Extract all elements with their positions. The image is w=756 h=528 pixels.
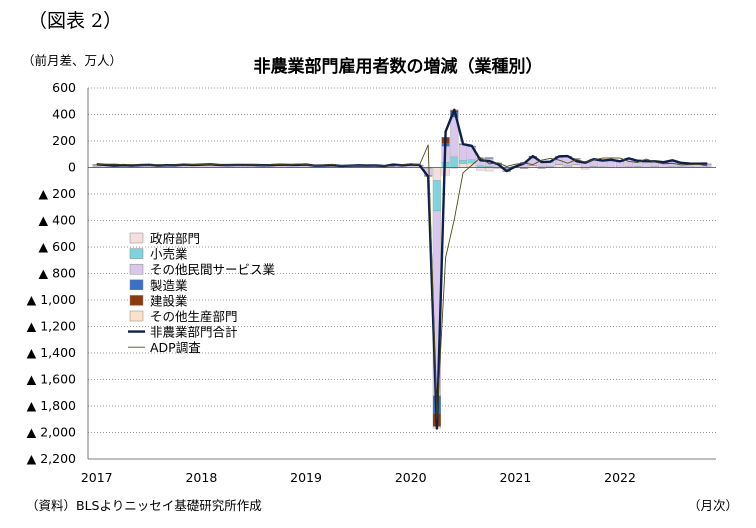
y-tick-label: ▲ 2,000: [27, 425, 76, 440]
legend-swatch: [129, 263, 144, 275]
figure-label: （図表 2）: [28, 10, 123, 32]
bar-segment: [459, 144, 468, 161]
y-tick-label: 600: [52, 80, 76, 95]
legend-swatch: [129, 310, 144, 322]
adp-line: [96, 144, 708, 420]
legend-label: 非農業部門合計: [150, 325, 238, 340]
bar-segment: [616, 161, 625, 168]
legend-swatch: [129, 295, 144, 306]
y-tick-label: ▲ 1,600: [27, 372, 76, 387]
legend-label: ADP調査: [150, 340, 201, 355]
y-axis-unit-label: （前月差、万人）: [22, 53, 123, 68]
x-tick-label: 2017: [81, 470, 113, 485]
bar-segment: [554, 164, 564, 168]
y-tick-label: ▲ 1,400: [27, 345, 76, 360]
bar-segment: [476, 167, 485, 171]
bar-segment: [459, 160, 468, 164]
legend-label: その他民間サービス業: [150, 262, 276, 277]
bar-segment: [450, 156, 459, 168]
y-tick-label: ▲ 2,200: [27, 451, 76, 466]
y-tick-label: ▲ 800: [39, 266, 76, 281]
legend-swatch: [129, 232, 144, 244]
legend-label: 製造業: [150, 278, 188, 293]
x-tick-label: 2021: [499, 470, 531, 485]
x-axis-unit-label: （月次）: [687, 498, 738, 513]
bar-segment: [642, 161, 651, 168]
x-tick-label: 2022: [604, 470, 636, 485]
legend-swatch: [129, 248, 144, 259]
source-note: （資料）BLSよりニッセイ基礎研究所作成: [26, 498, 262, 513]
y-tick-label: ▲ 1,200: [27, 319, 76, 334]
y-tick-label: ▲ 1,800: [27, 398, 76, 413]
y-tick-label: 200: [52, 133, 76, 148]
legend-label: その他生産部門: [150, 309, 238, 324]
bar-segment: [485, 167, 494, 172]
legend-swatch: [129, 279, 144, 291]
y-tick-label: 400: [52, 107, 76, 122]
y-tick-label: 0: [68, 160, 76, 175]
bar-segment: [432, 180, 441, 212]
chart-title: 非農業部門雇用者数の増減（業種別）: [253, 57, 543, 77]
x-tick-label: 2019: [290, 470, 322, 485]
legend-label: 小売業: [150, 247, 188, 262]
x-tick-label: 2018: [185, 470, 217, 485]
legend-label: 政府部門: [150, 231, 200, 246]
x-tick-label: 2020: [395, 470, 427, 485]
y-tick-label: ▲ 1,000: [27, 292, 76, 307]
bar-segment: [432, 167, 441, 181]
y-tick-label: ▲ 400: [39, 213, 76, 228]
y-tick-label: ▲ 600: [39, 239, 76, 254]
legend-label: 建設業: [150, 293, 188, 308]
y-tick-label: ▲ 200: [39, 186, 76, 201]
bar-segment: [607, 160, 616, 168]
bar-segment: [459, 163, 468, 168]
bar-segment: [598, 161, 607, 167]
